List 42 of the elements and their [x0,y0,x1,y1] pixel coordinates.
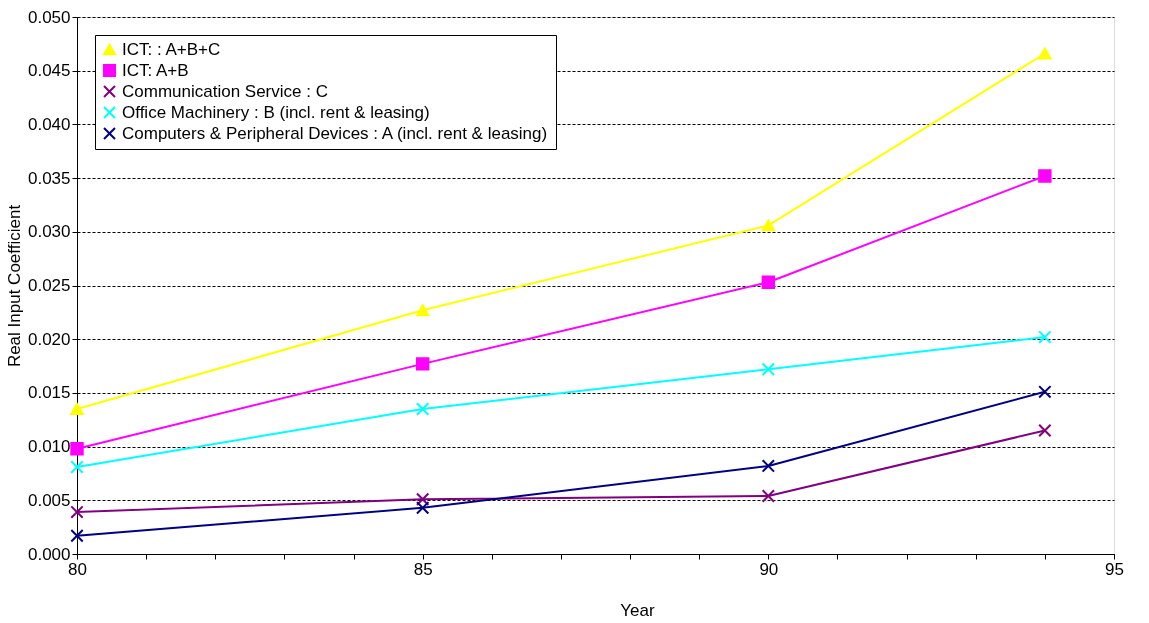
point [70,505,84,519]
point [415,492,430,506]
y-tick-label: 0.005 [27,490,71,510]
y-tick-label: 0.040 [27,114,71,134]
y-tick-label: 0.000 [27,544,71,564]
point [761,459,776,473]
x-tick-label: 85 [413,559,433,579]
y-tick-label: 0.015 [27,383,71,403]
y-tick-label: 0.035 [27,168,71,188]
y-tick-label: 0.020 [27,329,71,349]
point [70,529,84,543]
legend-label: Communication Service : C [122,81,328,101]
x-tick-label: 80 [68,559,87,579]
point [415,357,430,371]
y-tick-label: 0.045 [27,61,71,81]
point [1038,330,1052,344]
x-axis-title: Year [620,600,656,620]
point [761,489,776,503]
x-tick-label: 95 [1105,559,1124,579]
y-axis-title: Real Input Coefficient [4,204,24,368]
legend-label: ICT: : A+B+C [122,39,221,59]
point [415,304,430,317]
point [415,402,430,416]
point [70,403,84,415]
point [761,362,776,376]
point [1038,47,1052,60]
point [1038,385,1052,399]
y-tick-label: 0.025 [27,276,71,295]
point [761,275,776,289]
legend-label: Office Machinery : B (incl. rent & leasing) [122,102,430,122]
x-tick-label: 90 [759,559,779,579]
point [761,219,776,232]
legend-label: ICT: A+B [122,60,189,80]
point [70,460,84,474]
y-tick-label: 0.010 [27,437,71,457]
legend-label: Computers & Peripheral Devices : A (incl. rent & leasing) [122,123,548,143]
point [415,501,430,515]
point [1038,423,1052,438]
y-tick-label: 0.030 [27,222,71,242]
y-tick-label: 0.050 [27,7,71,27]
point [70,442,84,456]
point [1038,169,1052,183]
